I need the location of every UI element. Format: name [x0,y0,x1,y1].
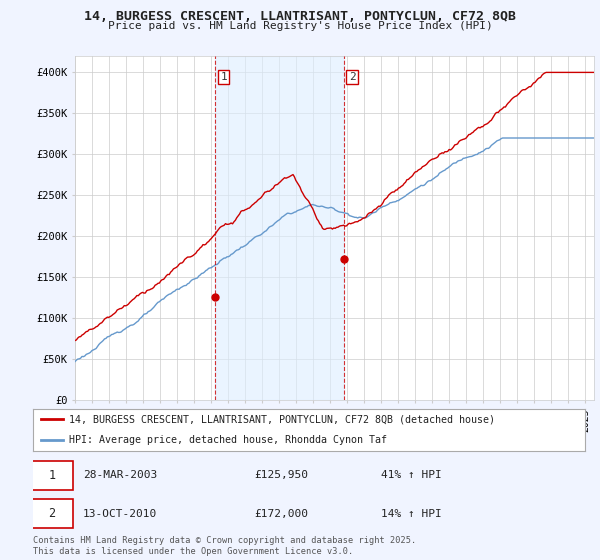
Text: Contains HM Land Registry data © Crown copyright and database right 2025.
This d: Contains HM Land Registry data © Crown c… [33,536,416,556]
Text: £172,000: £172,000 [254,508,308,519]
Text: 28-MAR-2003: 28-MAR-2003 [83,470,157,480]
Text: 14, BURGESS CRESCENT, LLANTRISANT, PONTYCLUN, CF72 8QB (detached house): 14, BURGESS CRESCENT, LLANTRISANT, PONTY… [69,414,495,424]
FancyBboxPatch shape [30,498,73,529]
Text: 14% ↑ HPI: 14% ↑ HPI [381,508,442,519]
Text: 14, BURGESS CRESCENT, LLANTRISANT, PONTYCLUN, CF72 8QB: 14, BURGESS CRESCENT, LLANTRISANT, PONTY… [84,10,516,22]
Text: 1: 1 [220,72,227,82]
Text: 1: 1 [48,469,55,482]
Text: £125,950: £125,950 [254,470,308,480]
Bar [215,56,344,400]
FancyBboxPatch shape [30,460,73,491]
Text: 2: 2 [48,507,55,520]
Text: HPI: Average price, detached house, Rhondda Cynon Taf: HPI: Average price, detached house, Rhon… [69,435,387,445]
Text: 41% ↑ HPI: 41% ↑ HPI [381,470,442,480]
Text: 13-OCT-2010: 13-OCT-2010 [83,508,157,519]
Text: Price paid vs. HM Land Registry's House Price Index (HPI): Price paid vs. HM Land Registry's House … [107,21,493,31]
Text: 2: 2 [349,72,355,82]
